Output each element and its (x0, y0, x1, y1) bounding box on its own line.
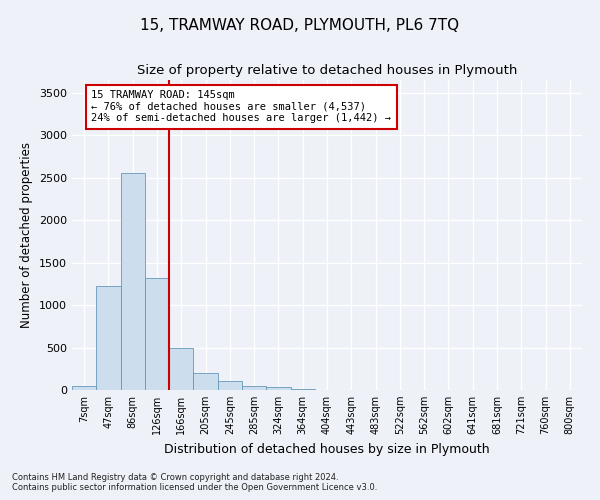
Bar (218, 381, 242, 390)
Title: Size of property relative to detached houses in Plymouth: Size of property relative to detached ho… (137, 64, 517, 78)
Bar (169, 348, 193, 390)
Bar (121, 172, 145, 390)
Bar (290, 389, 315, 390)
Text: Contains public sector information licensed under the Open Government Licence v3: Contains public sector information licen… (12, 484, 377, 492)
Bar (193, 373, 218, 390)
Bar (96, 286, 121, 390)
Text: 15, TRAMWAY ROAD, PLYMOUTH, PL6 7TQ: 15, TRAMWAY ROAD, PLYMOUTH, PL6 7TQ (140, 18, 460, 32)
X-axis label: Distribution of detached houses by size in Plymouth: Distribution of detached houses by size … (164, 442, 490, 456)
Bar (242, 386, 266, 390)
Bar (145, 278, 169, 390)
Text: Contains HM Land Registry data © Crown copyright and database right 2024.: Contains HM Land Registry data © Crown c… (12, 474, 338, 482)
Text: 15 TRAMWAY ROAD: 145sqm
← 76% of detached houses are smaller (4,537)
24% of semi: 15 TRAMWAY ROAD: 145sqm ← 76% of detache… (91, 90, 391, 124)
Y-axis label: Number of detached properties: Number of detached properties (20, 142, 34, 328)
Bar (266, 388, 290, 390)
Bar (72, 386, 96, 390)
